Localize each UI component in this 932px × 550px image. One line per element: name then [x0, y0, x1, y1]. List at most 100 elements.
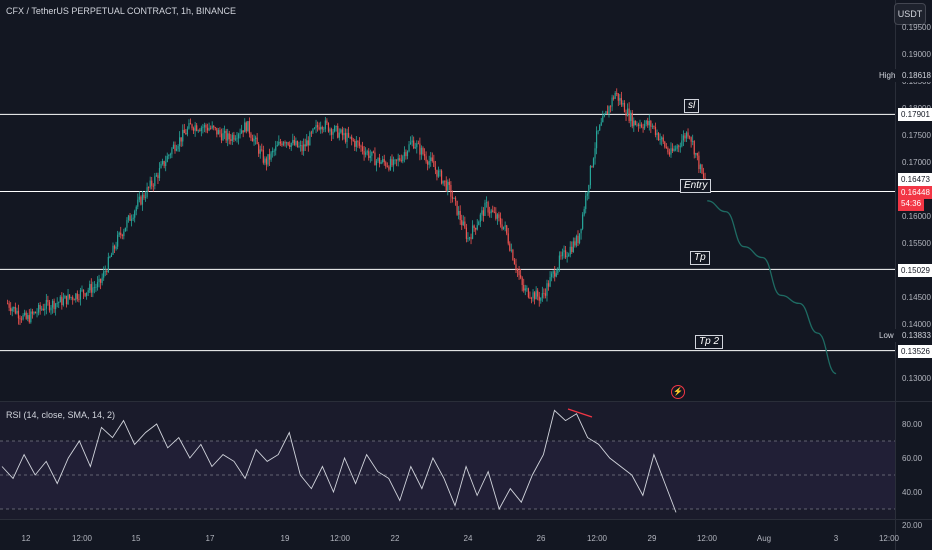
- price-tick: 0.19500: [902, 23, 931, 32]
- candle-body: [696, 153, 698, 156]
- price-tick: 0.17500: [902, 131, 931, 140]
- candle-body: [594, 148, 596, 159]
- candle-body: [41, 308, 43, 310]
- candle-body: [183, 129, 185, 134]
- candle-body: [485, 202, 488, 204]
- candle-body: [425, 156, 427, 162]
- candle-body: [431, 157, 433, 162]
- candle-body: [614, 92, 616, 99]
- candle-body: [361, 146, 364, 152]
- candle-body: [296, 140, 299, 147]
- candle-body: [349, 136, 351, 138]
- candle-body: [450, 184, 452, 197]
- candle-body: [197, 130, 199, 132]
- candle-body: [107, 257, 109, 273]
- candle-body: [310, 132, 312, 134]
- candle-body: [365, 152, 367, 155]
- candle-body: [337, 126, 339, 138]
- candle-body: [196, 125, 198, 131]
- candle-body: [137, 199, 139, 207]
- candle-body: [169, 154, 171, 156]
- candle-body: [228, 133, 230, 140]
- candle-body: [298, 146, 300, 147]
- candle-body: [440, 170, 443, 184]
- candle-body: [166, 156, 168, 163]
- candle-body: [19, 318, 21, 320]
- candle-body: [278, 141, 280, 146]
- candle-body: [386, 166, 388, 168]
- candle-body: [572, 241, 574, 252]
- candle-body: [120, 232, 122, 235]
- candle-body: [48, 302, 51, 311]
- candle-body: [434, 166, 436, 170]
- candle-body: [50, 307, 52, 311]
- candle-body: [230, 139, 232, 141]
- candle-body: [200, 127, 202, 131]
- candle-body: [10, 307, 12, 312]
- candle-body: [609, 106, 612, 108]
- candle-body: [355, 140, 357, 147]
- candle-body: [551, 273, 553, 278]
- candle-body: [281, 143, 283, 146]
- candle-body: [504, 225, 506, 227]
- candle-body: [199, 130, 201, 132]
- candle-body: [516, 269, 519, 271]
- candle-body: [22, 314, 24, 320]
- candle-body: [149, 180, 151, 188]
- rsi-pane-bg: [0, 402, 895, 519]
- candle-body: [261, 149, 263, 151]
- candle-body: [502, 226, 505, 230]
- candle-body: [59, 296, 61, 303]
- time-tick: 12:00: [878, 534, 900, 543]
- candle-body: [334, 126, 336, 132]
- candle-body: [506, 225, 508, 234]
- candle-body: [61, 296, 63, 306]
- price-tick: 0.14000: [902, 320, 931, 329]
- candle-body: [13, 306, 15, 309]
- annotation-tp2[interactable]: Tp 2: [695, 335, 724, 349]
- candle-body: [168, 155, 170, 157]
- candle-body: [423, 154, 426, 157]
- candle-body: [208, 128, 210, 131]
- candle-body: [292, 139, 294, 143]
- annotation-tp[interactable]: Tp: [690, 251, 710, 265]
- candle-body: [287, 142, 289, 146]
- candle-body: [510, 249, 512, 251]
- candle-body: [158, 168, 161, 179]
- annotation-entry[interactable]: Entry: [680, 179, 712, 193]
- candle-body: [368, 151, 370, 158]
- candle-body: [73, 299, 75, 301]
- price-tick: 0.17000: [902, 158, 931, 167]
- time-tick: 3: [833, 534, 839, 543]
- time-tick: 17: [205, 534, 215, 543]
- candle-body: [112, 245, 114, 255]
- candle-body: [416, 143, 418, 148]
- candle-body: [36, 312, 38, 314]
- candle-body: [560, 255, 562, 257]
- rsi-tick: 20.00: [902, 521, 923, 530]
- candle-body: [332, 131, 334, 135]
- candle-body: [95, 287, 97, 288]
- candle-body: [154, 176, 156, 187]
- candle-body: [115, 246, 117, 249]
- candle-body: [524, 288, 526, 291]
- candle-body: [262, 150, 264, 163]
- candle-body: [179, 137, 181, 147]
- candle-body: [409, 142, 412, 145]
- candle-body: [282, 142, 285, 146]
- time-tick: 22: [390, 534, 400, 543]
- candle-body: [499, 217, 502, 225]
- annotation-sl[interactable]: sl: [684, 99, 700, 113]
- candle-body: [267, 154, 269, 165]
- candle-body: [639, 124, 641, 126]
- currency-button[interactable]: USDT: [894, 3, 926, 25]
- price-tick: 0.19000: [902, 50, 931, 59]
- candle-body: [129, 215, 131, 221]
- candle-body: [104, 271, 106, 273]
- candle-body: [121, 234, 123, 237]
- flash-icon[interactable]: ⚡: [671, 385, 685, 399]
- candle-body: [492, 210, 494, 212]
- candle-body: [575, 235, 578, 246]
- candle-body: [123, 231, 125, 237]
